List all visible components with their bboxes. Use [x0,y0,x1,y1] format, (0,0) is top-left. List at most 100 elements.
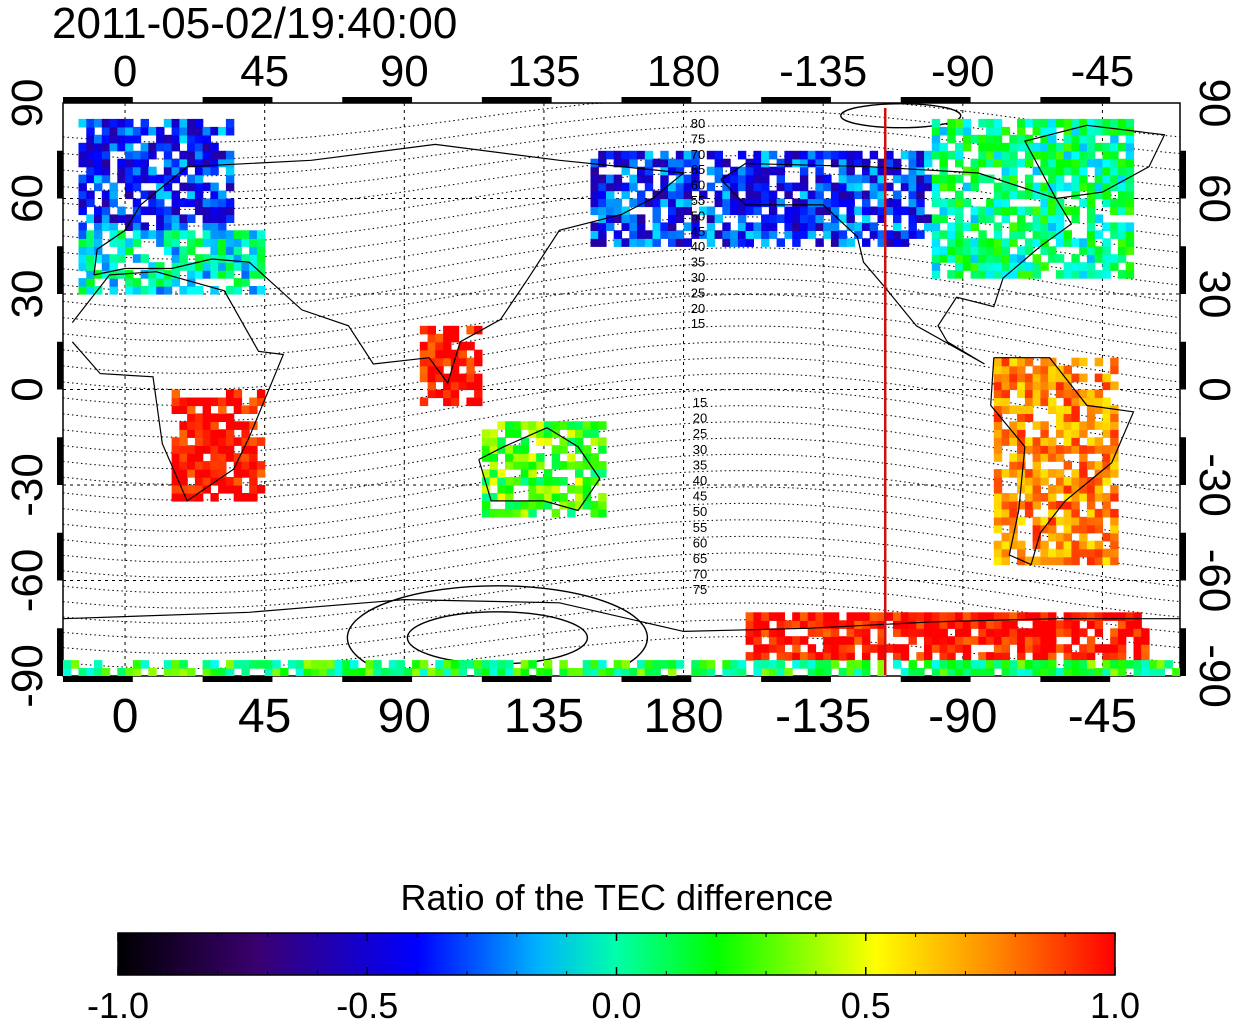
tec-cell [1102,652,1111,661]
tec-cell [993,516,1003,526]
tec-cell [869,190,879,200]
tec-cell [900,612,910,621]
tec-cell [225,421,235,430]
tec-cell [830,198,840,208]
tec-cell [1125,150,1135,160]
tec-cell [885,166,894,176]
tec-cell [854,230,863,239]
x-tick-label-top: 180 [647,47,720,96]
tec-cell [706,238,716,247]
tec-cell [908,628,917,637]
tec-cell [993,477,1003,486]
tec-cell [194,238,204,247]
tec-cell [1032,437,1041,446]
tec-cell [939,620,948,629]
tec-cell [1001,270,1010,279]
tec-cell [776,238,785,247]
tec-cell [862,636,871,645]
tec-cell [1086,230,1096,239]
tec-cell [1110,556,1119,566]
tec-cell [908,190,917,200]
tec-cell [637,668,646,676]
tec-cell [908,222,917,231]
tec-cell [256,389,266,399]
tec-cell [78,254,87,263]
tec-cell [722,222,731,231]
tec-cell [489,461,498,470]
tec-cell [924,158,933,168]
tec-cell [1117,620,1127,629]
tec-cell [1079,198,1088,208]
tec-cell [1040,230,1049,239]
tec-cell [939,174,948,184]
tec-cell [644,660,654,669]
tec-cell [1040,644,1049,653]
tec-cell [1055,118,1065,128]
tec-cell [900,652,910,661]
timestamp-title: 2011-05-02/19:40:00 [52,0,457,48]
tec-cell [101,190,111,200]
tec-cell [606,214,615,223]
tec-cell [644,668,654,676]
tec-cell [986,134,995,144]
tec-cell [970,620,979,629]
tec-cell [94,254,103,263]
tec-cell [125,668,134,676]
tec-cell [699,668,708,676]
tec-cell [435,341,444,351]
tec-cell [699,206,708,216]
tec-cell [156,230,165,239]
tec-cell [489,493,498,502]
tec-cell [830,158,840,168]
tec-cell [714,214,723,223]
tec-cell [225,668,235,676]
tec-cell [210,660,219,669]
tec-cell [210,158,219,168]
tec-cell [171,238,180,247]
tec-cell [621,206,630,216]
tec-cell [1071,493,1080,502]
tec-cell [993,500,1003,510]
tec-cell [520,461,530,470]
tec-cell [218,206,227,216]
tec-cell [753,206,762,216]
tec-cell [1086,389,1096,399]
left-border-tick [57,628,63,676]
tec-cell [799,150,809,160]
tec-cell [652,158,661,168]
contour-label: 70 [693,567,707,582]
bottom-border-tick [342,676,413,682]
contour-label: 40 [693,473,707,488]
tec-cell [163,668,173,676]
tec-cell [931,190,941,200]
tec-cell [156,278,165,287]
tec-cell [117,230,126,239]
tec-cell [753,158,762,168]
tec-cell [962,262,972,271]
tec-cell [1063,532,1072,542]
tec-cell [1055,532,1065,542]
tec-cell [202,166,211,176]
tec-cell [86,230,95,239]
tec-cell [683,206,692,216]
tec-cell [443,349,452,359]
tec-cell [1048,190,1057,200]
tec-cell [590,158,599,168]
tec-cell [1048,668,1057,676]
tec-cell [1055,150,1065,160]
tec-cell [1110,182,1119,192]
tec-cell [590,190,599,200]
tec-cell [799,166,809,176]
tec-cell [1063,508,1072,518]
tec-cell [520,668,530,676]
tec-cell [776,660,785,669]
tec-cell [993,644,1003,653]
tec-cell [1055,158,1065,168]
tec-cell [978,270,987,279]
tec-cell [132,150,142,160]
tec-cell [551,461,561,470]
tec-cell [986,660,995,669]
tec-cell [1071,668,1080,676]
tec-cell [1032,524,1041,534]
tec-cell [528,508,537,518]
